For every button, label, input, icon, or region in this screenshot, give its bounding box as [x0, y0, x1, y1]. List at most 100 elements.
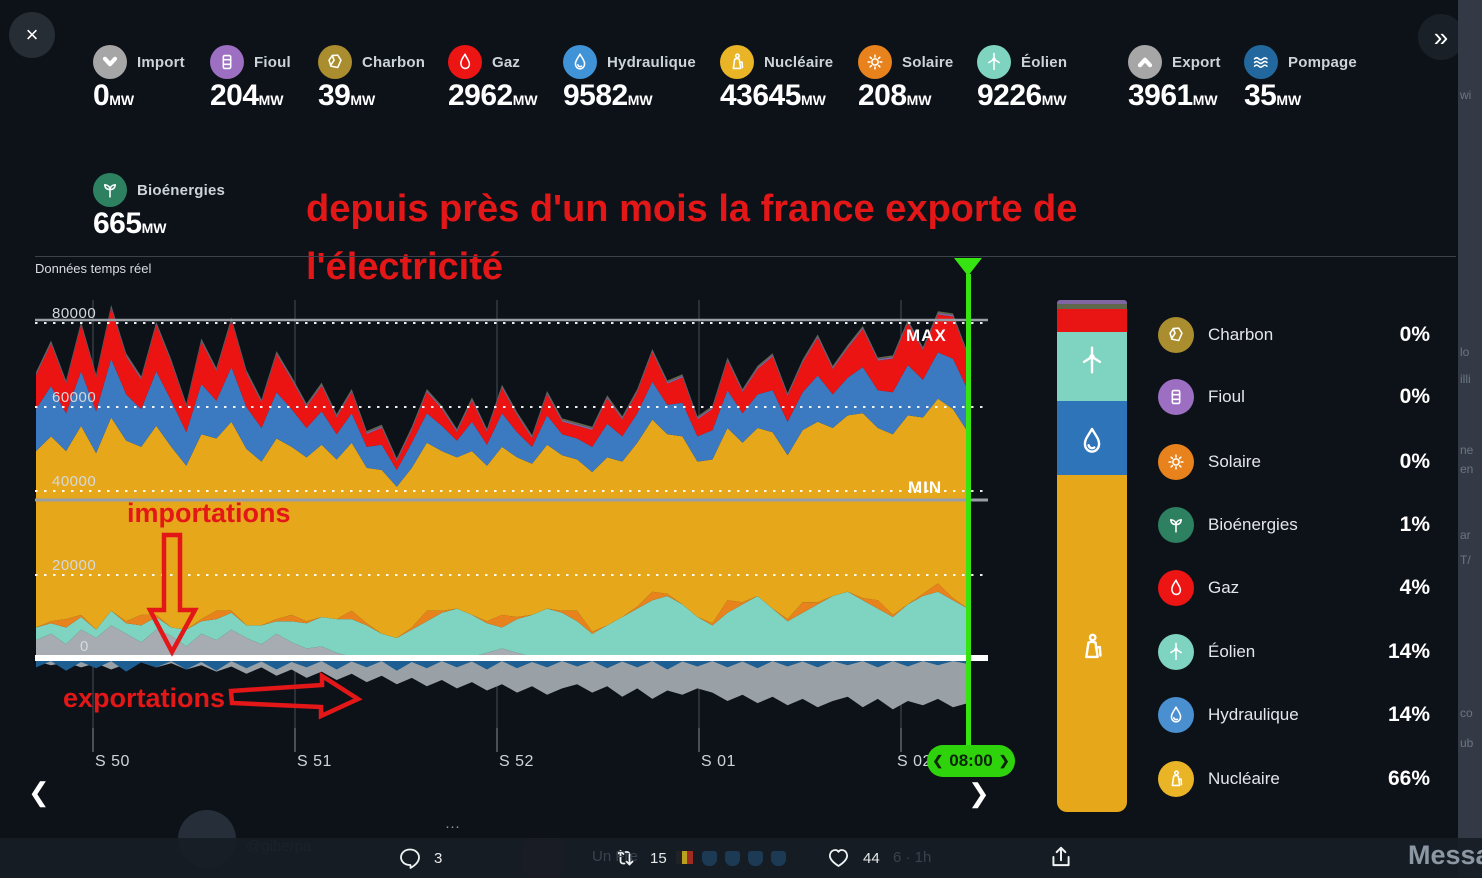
legend-row-fioul[interactable]: Fioul 0% [1158, 377, 1430, 417]
y-tick-label: 0 [80, 638, 89, 655]
stat-label: Charbon [362, 53, 426, 71]
gaz-icon-bubble [448, 45, 482, 79]
close-button[interactable]: × [9, 12, 55, 58]
y-tick-label: 20000 [52, 557, 97, 574]
chart-title: Données temps réel [35, 261, 152, 276]
stat-label: Gaz [492, 53, 521, 71]
stat-value: 2962MW [448, 79, 538, 112]
turbine-icon [1170, 642, 1182, 661]
legend-icon-bubble [1158, 379, 1194, 415]
y-tick-label: 40000 [52, 473, 97, 490]
annotation-heading: depuis près d'un mois la france exporte … [306, 180, 1186, 296]
stat-value: 208MW [858, 79, 932, 112]
time-cursor-handle[interactable] [954, 258, 982, 276]
down-arrow-icon [146, 532, 199, 657]
reply-count: 3 [434, 849, 443, 867]
chevron-down-icon [102, 56, 118, 67]
legend-row-gaz[interactable]: Gaz 4% [1158, 568, 1430, 608]
stat-eolien[interactable]: Éolien 9226MW [977, 45, 1067, 115]
time-next-icon[interactable]: ❯ [998, 753, 1010, 768]
legend-row-eolien[interactable]: Éolien 14% [1158, 632, 1430, 672]
shield-emojis [702, 851, 786, 866]
legend-icon-bubble [1158, 570, 1194, 606]
coal-icon [1169, 327, 1183, 342]
edge-text-fragment: en [1460, 462, 1474, 476]
legend-row-hydraulique[interactable]: Hydraulique 14% [1158, 695, 1430, 735]
like-count: 44 [863, 849, 880, 867]
legend-row-charbon[interactable]: Charbon 0% [1158, 315, 1430, 355]
legend-row-bioenergies[interactable]: Bioénergies 1% [1158, 505, 1430, 545]
stat-value: 3961MW [1128, 79, 1218, 112]
mix-eolien-icon-wrap [1075, 344, 1109, 383]
stat-nucleaire[interactable]: Nucléaire 43645MW [720, 45, 833, 115]
retweet-button[interactable]: 15 [612, 846, 667, 870]
stat-value: 43645MW [720, 79, 826, 112]
area-eolien [36, 591, 968, 659]
cooling-tower-icon [1085, 633, 1102, 659]
edge-text-fragment: co [1460, 706, 1473, 720]
stat-solaire[interactable]: Solaire 208MW [858, 45, 953, 115]
exportations-annotation: exportations [63, 683, 226, 713]
heart-icon [828, 849, 849, 867]
time-cursor-line[interactable] [966, 274, 971, 746]
close-icon: × [25, 22, 39, 47]
mix-segment-nucleaire [1057, 475, 1127, 812]
stat-label: Fioul [254, 53, 291, 71]
importations-annotation: importations [127, 498, 291, 528]
legend-percent: 0% [1399, 450, 1430, 473]
stat-value: 0MW [93, 79, 135, 112]
faint-timestamp: 6 · 1h [893, 849, 932, 866]
waves-icon [1253, 56, 1268, 68]
legend-row-nucleaire[interactable]: Nucléaire 66% [1158, 759, 1430, 799]
stats-layer: Import 0MW Fioul 204MW Charbon 39MW Gaz 2962MW H… [0, 0, 1482, 240]
sun-icon [867, 54, 883, 70]
legend-row-solaire[interactable]: Solaire 0% [1158, 442, 1430, 482]
page-edge-strip: wi lo illi ne en ar T/co ub [1458, 0, 1482, 878]
chart-prev-button[interactable]: ❮ [28, 777, 50, 807]
stat-pompage[interactable]: Pompage 35MW [1244, 45, 1357, 115]
stat-export[interactable]: Export 3961MW [1128, 45, 1221, 115]
area-nucleaire [36, 398, 968, 638]
stat-hydraulique[interactable]: Hydraulique 9582MW [563, 45, 696, 115]
legend-icon-bubble [1158, 317, 1194, 353]
stat-gaz[interactable]: Gaz 2962MW [448, 45, 538, 115]
production-mix-bar [1057, 300, 1127, 812]
nucleaire-icon-bubble [720, 45, 754, 79]
mix-segment-fioul [1057, 300, 1127, 304]
like-button[interactable]: 44 [826, 846, 880, 870]
hydraulique-icon-bubble [563, 45, 597, 79]
chart-top-divider [35, 256, 1456, 257]
time-cursor-pill[interactable]: ❮ 08:00 ❯ [927, 745, 1015, 777]
expand-button[interactable]: » [1418, 14, 1464, 60]
mix-hydraulique-icon-wrap [1075, 424, 1109, 463]
turbine-icon [988, 52, 1000, 71]
stat-fioul[interactable]: Fioul 204MW [210, 45, 291, 115]
annotation-arrows [146, 532, 363, 720]
sprout-icon [103, 183, 117, 198]
more-icon[interactable]: ··· [445, 818, 460, 835]
legend-icon-bubble [1158, 444, 1194, 480]
export-icon-bubble [1128, 45, 1162, 79]
legend-percent: 4% [1399, 576, 1430, 599]
import-icon-bubble [93, 45, 127, 79]
stat-bioenergies[interactable]: Bioénergies 665MW [93, 173, 225, 243]
stat-import[interactable]: Import 0MW [93, 45, 185, 115]
flame-icon [460, 53, 471, 70]
x-tick-label: S 50 [95, 753, 130, 770]
realtime-production-chart[interactable] [0, 250, 1040, 820]
zero-line [35, 655, 988, 661]
charbon-icon-bubble [318, 45, 352, 79]
y-tick-label: 60000 [52, 389, 97, 406]
time-prev-icon[interactable]: ❮ [932, 753, 944, 768]
stat-charbon[interactable]: Charbon 39MW [318, 45, 425, 115]
area-imports [36, 625, 968, 659]
turbine-icon [1082, 346, 1102, 374]
legend-label: Solaire [1208, 452, 1261, 471]
droplet-icon [574, 53, 586, 70]
min-line-label: MIN [908, 478, 943, 497]
messages-drawer-label[interactable]: Messa [1408, 840, 1482, 870]
reply-button[interactable]: 3 [398, 846, 442, 870]
flame-icon [1171, 579, 1182, 596]
chart-next-button[interactable]: ❯ [968, 778, 990, 808]
share-button[interactable] [1048, 844, 1074, 870]
